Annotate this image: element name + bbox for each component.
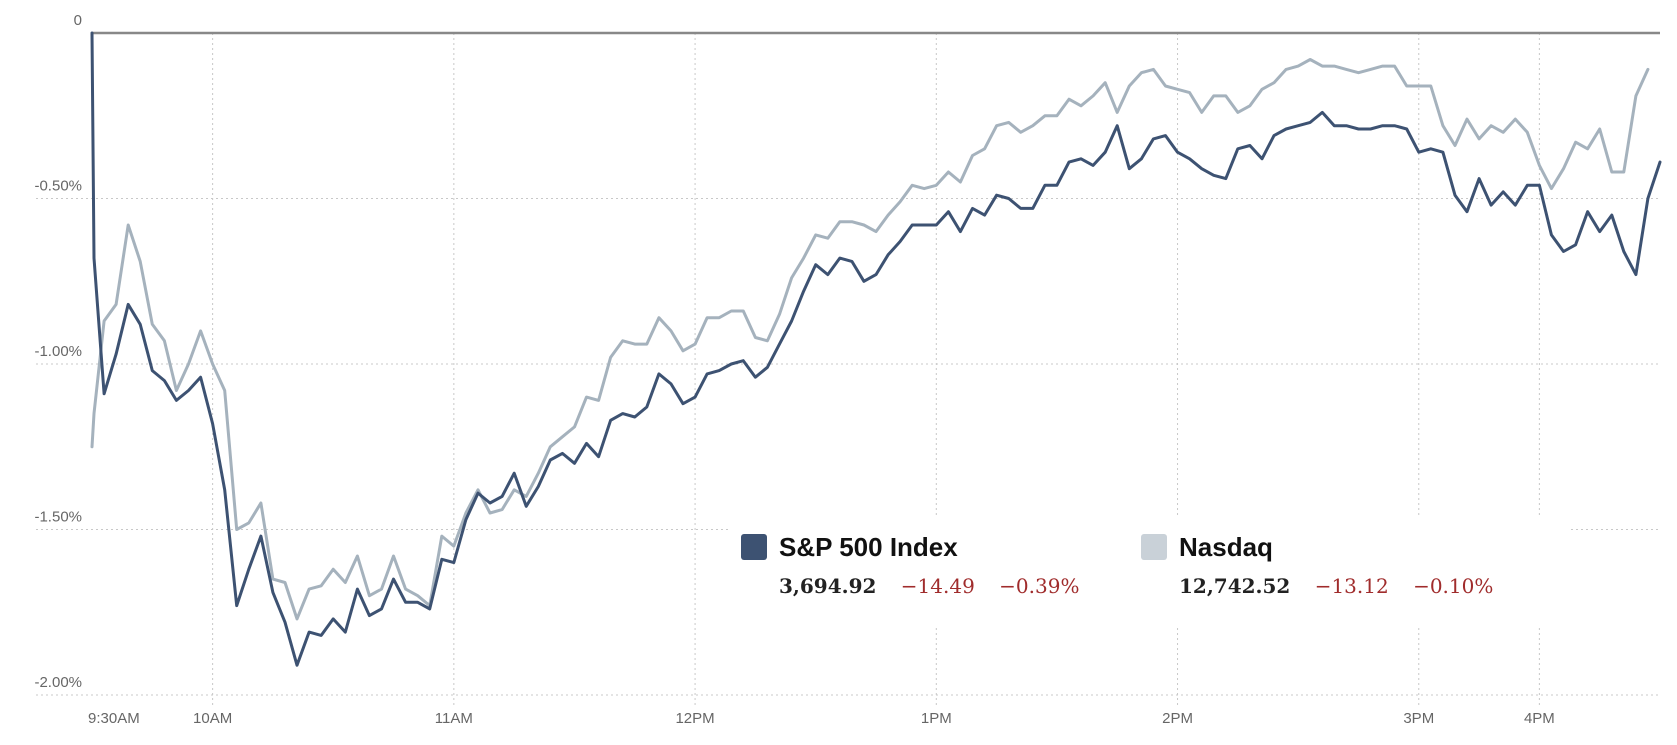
legend-pct-nasdaq: −0.10% (1413, 574, 1494, 598)
series-line-nasdaq (90, 58, 1650, 621)
legend-swatch-sp500 (741, 534, 767, 560)
y-tick-label: 0 (74, 12, 82, 29)
legend-name-nasdaq: Nasdaq (1179, 531, 1273, 562)
y-tick-label: -0.50% (34, 178, 82, 195)
x-tick-label: 12PM (675, 710, 714, 727)
legend-name-sp500: S&P 500 Index (779, 531, 958, 562)
y-tick-label: -1.00% (34, 343, 82, 360)
legend: S&P 500 Index 3,694.92 −14.49 −0.39% Nas… (728, 515, 1568, 625)
legend-value-nasdaq: 12,742.52 (1179, 574, 1291, 598)
legend-item-nasdaq: Nasdaq 12,742.52 −13.12 −0.10% (1141, 530, 1493, 598)
y-tick-label: -1.50% (34, 509, 82, 526)
legend-swatch-nasdaq (1141, 534, 1167, 560)
legend-pct-sp500: −0.39% (999, 574, 1080, 598)
x-tick-label: 10AM (193, 710, 232, 727)
axis-layer: 0 -0.50% -1.00% -1.50% -2.00% 9:30AM 10AM 11AM 1… (34, 12, 1660, 727)
legend-value-sp500: 3,694.92 (779, 574, 877, 598)
x-tick-label: 4PM (1524, 710, 1555, 727)
x-tick-label: 2PM (1162, 710, 1193, 727)
x-tick-label: 11AM (435, 710, 473, 727)
legend-item-sp500: S&P 500 Index 3,694.92 −14.49 −0.39% (741, 530, 1079, 598)
legend-change-nasdaq: −13.12 (1314, 574, 1389, 598)
legend-change-sp500: −14.49 (900, 574, 975, 598)
x-tick-label: 1PM (921, 710, 952, 727)
x-tick-label: 3PM (1403, 710, 1434, 727)
x-tick-label: 9:30AM (88, 710, 140, 727)
series-layer (90, 31, 1662, 667)
y-tick-label: -2.00% (34, 674, 82, 691)
series-line-sp500 (90, 31, 1662, 667)
